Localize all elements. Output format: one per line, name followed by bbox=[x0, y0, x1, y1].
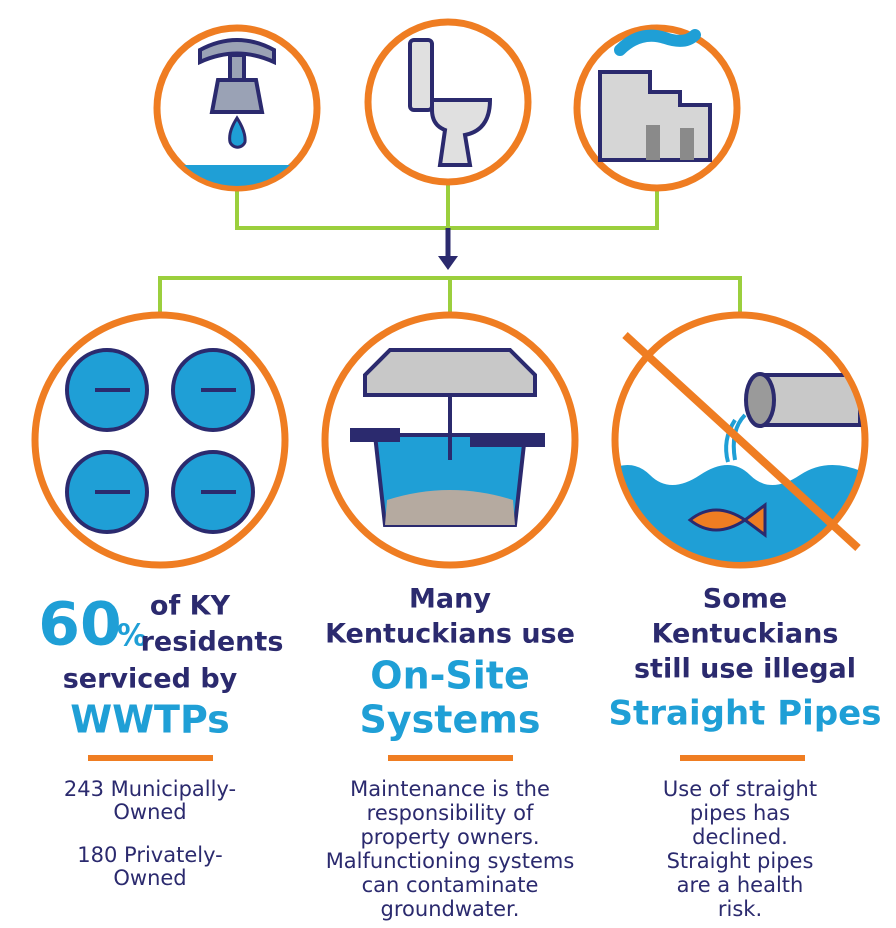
wwtp-icon bbox=[35, 315, 285, 565]
highlight: WWTPs bbox=[70, 698, 230, 742]
heading: Kentuckians use bbox=[325, 619, 575, 650]
heading: Some bbox=[703, 584, 787, 615]
detail: risk. bbox=[718, 897, 762, 921]
detail: are a health bbox=[677, 873, 804, 897]
divider bbox=[388, 755, 513, 761]
highlight: On-Site bbox=[370, 654, 529, 698]
toilet-icon bbox=[368, 22, 528, 182]
heading: serviced by bbox=[63, 664, 238, 695]
detail: responsibility of bbox=[367, 801, 534, 825]
septic-icon bbox=[325, 315, 575, 565]
detail: 243 Municipally- bbox=[64, 777, 236, 801]
heading: Kentuckians bbox=[652, 619, 839, 650]
column-onsite: Many Kentuckians use On-Site Systems Mai… bbox=[325, 584, 575, 922]
heading: of KY bbox=[150, 591, 231, 622]
detail: Straight pipes bbox=[667, 849, 814, 873]
heading: Many bbox=[409, 584, 491, 615]
detail: 180 Privately- bbox=[77, 843, 222, 867]
connectors bbox=[160, 180, 740, 318]
detail: Owned bbox=[113, 800, 186, 824]
column-straight-pipes: Some Kentuckians still use illegal Strai… bbox=[609, 584, 882, 922]
factory-icon bbox=[577, 28, 737, 188]
infographic: 60 % of KY residents serviced by WWTPs 2… bbox=[0, 0, 896, 928]
detail: property owners. bbox=[360, 825, 539, 849]
detail: declined. bbox=[692, 825, 788, 849]
highlight: Straight Pipes bbox=[609, 694, 882, 734]
detail: Maintenance is the bbox=[350, 777, 550, 801]
faucet-icon bbox=[150, 28, 330, 205]
detail: groundwater. bbox=[381, 897, 520, 921]
highlight: Systems bbox=[360, 698, 541, 742]
divider bbox=[680, 755, 805, 761]
detail: Malfunctioning systems bbox=[326, 849, 575, 873]
detail: Use of straight bbox=[663, 777, 817, 801]
divider bbox=[88, 755, 213, 761]
detail: can contaminate bbox=[362, 873, 539, 897]
stat: 60 bbox=[38, 590, 122, 660]
detail: pipes has bbox=[690, 801, 790, 825]
heading: residents bbox=[141, 627, 284, 658]
detail: Owned bbox=[113, 866, 186, 890]
heading: still use illegal bbox=[634, 654, 856, 685]
straight-pipe-icon bbox=[600, 315, 870, 600]
column-wwtp: 60 % of KY residents serviced by WWTPs 2… bbox=[38, 590, 283, 890]
